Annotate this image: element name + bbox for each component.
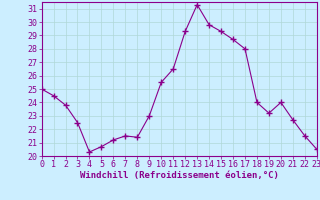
X-axis label: Windchill (Refroidissement éolien,°C): Windchill (Refroidissement éolien,°C) <box>80 171 279 180</box>
